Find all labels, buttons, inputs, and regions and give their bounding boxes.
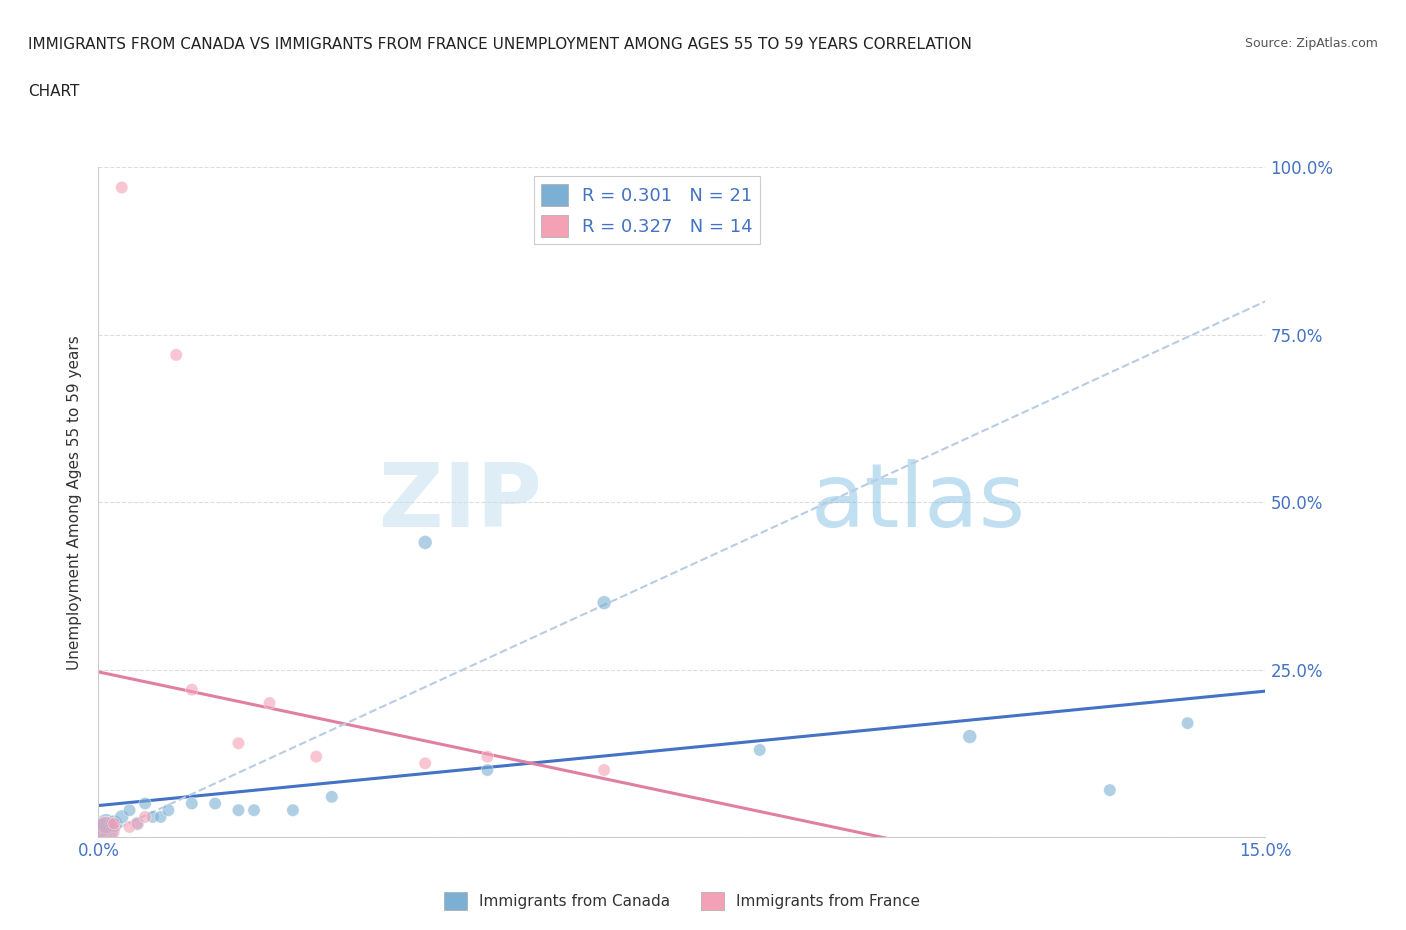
Point	[180, 683, 202, 698]
Y-axis label: Unemployment Among Ages 55 to 59 years: Unemployment Among Ages 55 to 59 years	[67, 335, 83, 670]
Point	[204, 796, 226, 811]
Point	[180, 796, 202, 811]
Point	[477, 763, 499, 777]
Legend: Immigrants from Canada, Immigrants from France: Immigrants from Canada, Immigrants from …	[437, 885, 927, 916]
Point	[477, 750, 499, 764]
Point	[103, 817, 125, 831]
Point	[593, 763, 616, 777]
Point	[413, 535, 436, 550]
Point	[96, 823, 118, 838]
Text: atlas: atlas	[810, 458, 1025, 546]
Point	[127, 817, 149, 831]
Text: CHART: CHART	[28, 84, 80, 99]
Point	[321, 790, 343, 804]
Point	[149, 809, 172, 824]
Point	[593, 595, 616, 610]
Point	[748, 742, 770, 757]
Point	[118, 819, 141, 834]
Point	[157, 803, 180, 817]
Point	[959, 729, 981, 744]
Point	[103, 817, 125, 831]
Point	[118, 803, 141, 817]
Point	[259, 696, 281, 711]
Point	[228, 736, 250, 751]
Point	[111, 180, 134, 195]
Point	[413, 756, 436, 771]
Point	[228, 803, 250, 817]
Point	[96, 823, 118, 838]
Point	[142, 809, 165, 824]
Point	[1177, 716, 1199, 731]
Point	[243, 803, 266, 817]
Text: Source: ZipAtlas.com: Source: ZipAtlas.com	[1244, 37, 1378, 50]
Text: IMMIGRANTS FROM CANADA VS IMMIGRANTS FROM FRANCE UNEMPLOYMENT AMONG AGES 55 TO 5: IMMIGRANTS FROM CANADA VS IMMIGRANTS FRO…	[28, 37, 972, 52]
Point	[305, 750, 328, 764]
Point	[1098, 783, 1121, 798]
Point	[134, 809, 156, 824]
Point	[96, 817, 118, 831]
Text: ZIP: ZIP	[380, 458, 541, 546]
Point	[165, 348, 187, 363]
Point	[281, 803, 304, 817]
Point	[127, 817, 149, 831]
Point	[111, 809, 134, 824]
Point	[134, 796, 156, 811]
